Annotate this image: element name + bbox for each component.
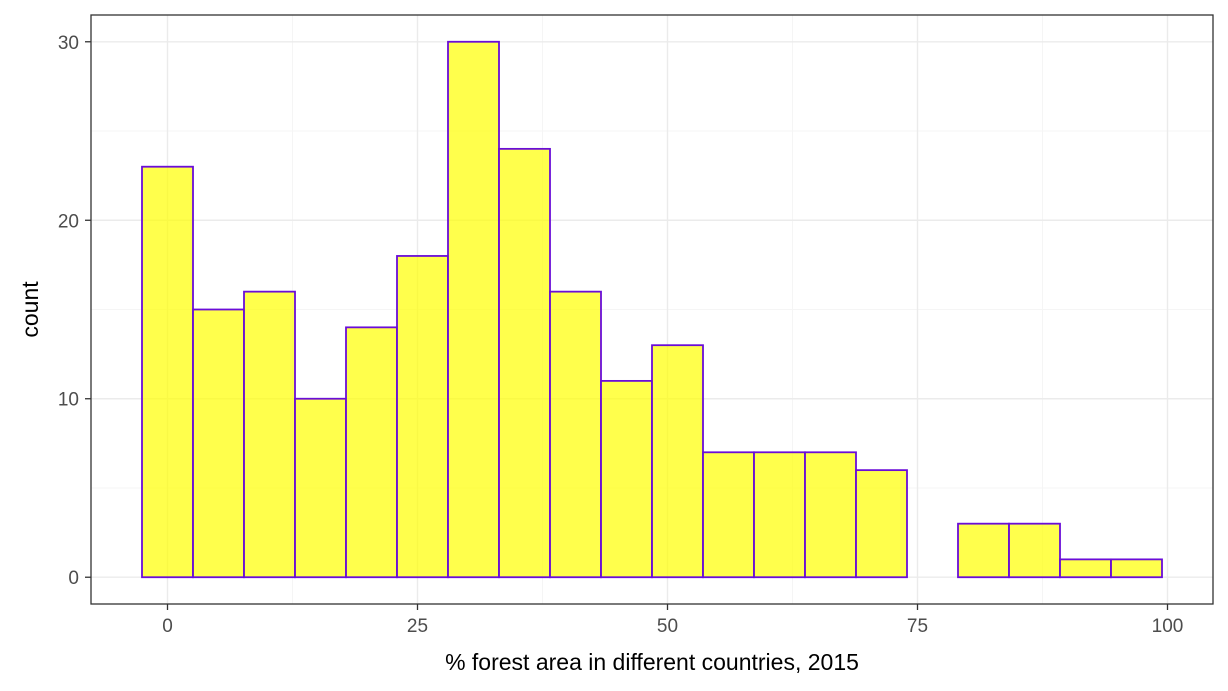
histogram-bar bbox=[753, 451, 806, 579]
x-tick-label: 75 bbox=[907, 616, 928, 637]
x-tick-label: 0 bbox=[162, 616, 173, 637]
y-tick-label: 20 bbox=[58, 211, 79, 232]
histogram-bar bbox=[651, 344, 704, 579]
histogram-bar bbox=[1110, 558, 1163, 579]
x-axis: 0 25 50 75 100 bbox=[162, 604, 1183, 637]
histogram-bar bbox=[345, 326, 398, 579]
histogram-bar bbox=[549, 290, 602, 579]
y-tick-label: 30 bbox=[58, 33, 79, 54]
histogram-bar bbox=[141, 165, 194, 579]
histogram-bar bbox=[1008, 522, 1061, 579]
histogram-bar bbox=[600, 379, 653, 579]
histogram-bar bbox=[243, 290, 296, 579]
histogram-bar bbox=[855, 469, 908, 579]
histogram-bar bbox=[804, 451, 857, 579]
y-tick-label: 0 bbox=[68, 568, 79, 589]
x-tick-label: 25 bbox=[407, 616, 428, 637]
histogram-bar bbox=[447, 40, 500, 579]
bars bbox=[141, 40, 1163, 579]
x-tick-label: 50 bbox=[657, 616, 678, 637]
x-axis-title: % forest area in different countries, 20… bbox=[445, 649, 859, 675]
x-tick-label: 100 bbox=[1152, 616, 1184, 637]
y-axis-title: count bbox=[17, 281, 43, 338]
histogram-bar bbox=[957, 522, 1010, 579]
histogram-bar bbox=[702, 451, 755, 579]
y-axis: 0 10 20 30 bbox=[58, 33, 91, 589]
y-tick-label: 10 bbox=[58, 390, 79, 411]
histogram-bar bbox=[1059, 558, 1112, 579]
histogram-bar bbox=[396, 255, 449, 579]
histogram-bar bbox=[498, 147, 551, 579]
histogram-bar bbox=[192, 308, 245, 579]
panel-border bbox=[90, 14, 1214, 605]
histogram-bar bbox=[294, 397, 347, 579]
